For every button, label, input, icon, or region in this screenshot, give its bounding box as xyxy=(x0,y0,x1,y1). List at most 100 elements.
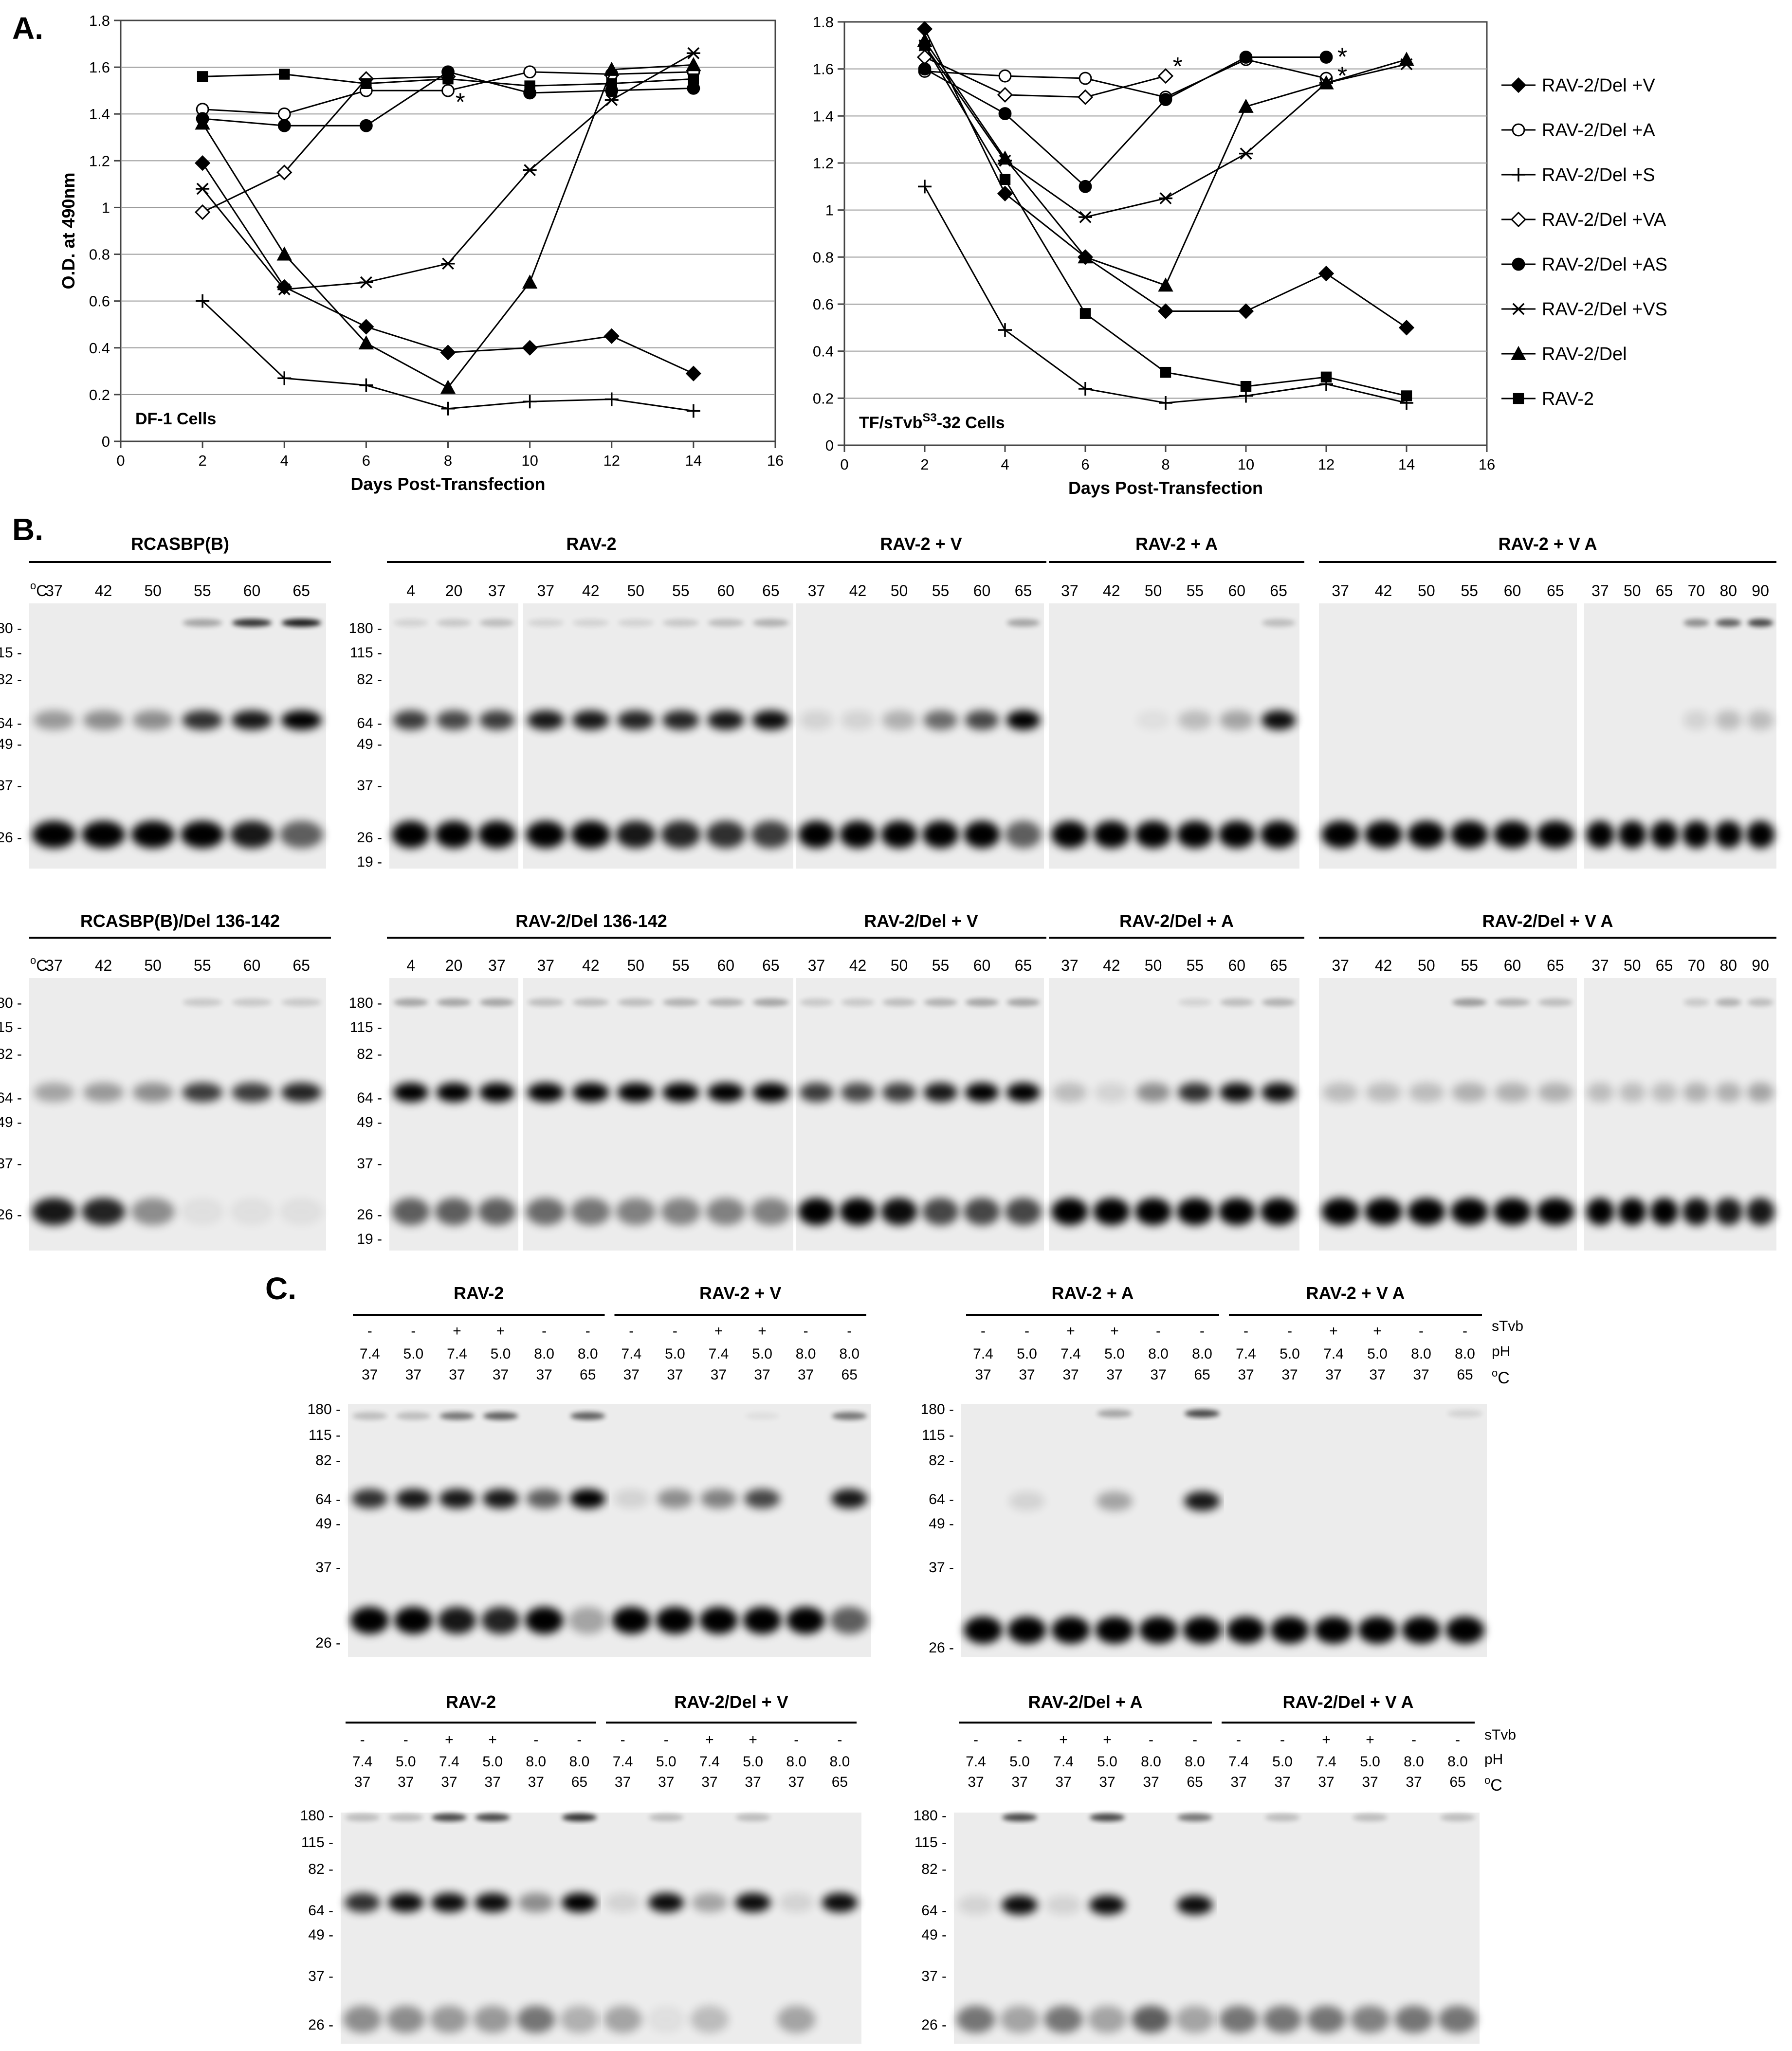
band-high xyxy=(618,998,654,1006)
band-high xyxy=(393,998,428,1006)
lane-label: 37 xyxy=(808,582,825,599)
blot-group-title: RCASBP(B) xyxy=(131,534,229,554)
band-26kda xyxy=(1219,2006,1258,2033)
mw-marker: 37 - xyxy=(357,1156,382,1172)
blot-group: RAV-2 + V A 37 42 50 55 60 65 37 50 65 70 80 90 xyxy=(1319,534,1776,869)
degree-symbol: o xyxy=(30,954,36,966)
band-64kda xyxy=(735,1893,771,1912)
data-point xyxy=(358,335,374,350)
data-point xyxy=(918,62,932,76)
legend-marker xyxy=(1510,77,1527,93)
band-26kda xyxy=(1176,821,1214,848)
band-26kda xyxy=(706,1198,746,1225)
band-26kda xyxy=(751,821,791,848)
band-64kda xyxy=(518,1893,554,1912)
band-64kda xyxy=(1322,1083,1358,1102)
blot-group-title: RAV-2/Del + V xyxy=(864,911,978,931)
band-26kda xyxy=(1139,1616,1178,1644)
band-high xyxy=(1097,1410,1132,1417)
lane-ph: 8.0 xyxy=(1404,1754,1424,1770)
mw-marker: 82 - xyxy=(0,672,22,688)
gel-image xyxy=(609,1404,871,1657)
data-point xyxy=(1399,52,1414,66)
data-point xyxy=(522,340,538,356)
lane-label: 42 xyxy=(582,582,600,599)
data-point xyxy=(440,380,456,394)
legend-item: RAV-2/Del +S xyxy=(1542,165,1655,185)
blot-group-title: RAV-2 + A xyxy=(1051,1283,1134,1303)
gel-image xyxy=(1217,1813,1480,2044)
panel-a: 00.20.40.60.811.21.41.61.80 2 4 6 8 10 12 14 16D… xyxy=(58,12,1667,498)
lane-temp: 37 xyxy=(449,1367,465,1383)
lane-label: 60 xyxy=(1504,957,1521,974)
band-high xyxy=(924,998,957,1006)
lane-ph: 8.0 xyxy=(569,1754,590,1770)
x-tick-label: 6 xyxy=(362,452,370,469)
panel-letter-b: B. xyxy=(12,512,43,547)
lane-stvb: + xyxy=(1103,1732,1112,1748)
band-high xyxy=(1090,1814,1125,1821)
data-point xyxy=(998,323,1012,337)
band-26kda xyxy=(560,2006,599,2033)
lane-stvb: + xyxy=(1322,1732,1331,1748)
band-high xyxy=(882,998,916,1006)
blot-group: RAV-2 4 20 37 37 42 50 55 60 65 xyxy=(387,534,796,869)
band-64kda xyxy=(841,710,875,730)
lane-label: 37 xyxy=(808,957,825,974)
band-64kda xyxy=(613,1489,650,1508)
band-64kda xyxy=(182,710,223,730)
band-26kda xyxy=(1005,821,1042,848)
band-64kda xyxy=(388,1893,424,1912)
band-64kda xyxy=(799,710,834,730)
lane-ph: 7.4 xyxy=(699,1754,720,1770)
gel-image xyxy=(954,1813,1217,2044)
band-high xyxy=(800,998,833,1006)
lane-stvb: + xyxy=(488,1732,497,1748)
lane-label: 55 xyxy=(932,957,950,974)
mw-marker: 49 - xyxy=(308,1927,333,1943)
band-64kda xyxy=(1715,1083,1742,1102)
band-64kda xyxy=(431,1893,467,1912)
lane-label: 55 xyxy=(932,582,950,599)
x-tick-label: 10 xyxy=(521,452,538,469)
band-26kda xyxy=(477,821,516,848)
y-tick-label: 0.8 xyxy=(89,246,110,263)
mw-marker: 26 - xyxy=(357,830,382,846)
data-point xyxy=(1079,308,1091,319)
band-26kda xyxy=(1270,1616,1309,1644)
gel-background xyxy=(341,1813,601,2044)
band-64kda xyxy=(617,1083,655,1102)
data-point xyxy=(998,69,1012,83)
gel-background xyxy=(609,1404,871,1657)
lane-stvb: + xyxy=(1059,1732,1068,1748)
data-point xyxy=(1320,371,1332,383)
lane-temp: 37 xyxy=(968,1774,984,1790)
band-64kda xyxy=(1136,1083,1170,1102)
band-26kda xyxy=(32,821,76,848)
band-26kda xyxy=(1450,1198,1489,1225)
lane-ph: 7.4 xyxy=(621,1346,641,1362)
gel-image xyxy=(796,603,1044,869)
lane-temp: 65 xyxy=(580,1367,596,1383)
band-high xyxy=(232,998,272,1006)
mw-marker: 64 - xyxy=(315,1491,341,1507)
lane-label: 37 xyxy=(1591,957,1609,974)
gel-image xyxy=(1049,978,1299,1251)
band-26kda xyxy=(647,2006,685,2033)
band-26kda xyxy=(1218,821,1256,848)
lane-temp: 37 xyxy=(405,1367,421,1383)
band-64kda xyxy=(799,1083,834,1102)
mw-marker: 82 - xyxy=(357,1046,382,1062)
panel-letter-a: A. xyxy=(12,11,43,46)
band-high xyxy=(708,998,744,1006)
band-26kda xyxy=(743,1607,782,1634)
band-64kda xyxy=(561,1893,597,1912)
lane-ph: 8.0 xyxy=(796,1346,816,1362)
band-64kda xyxy=(1136,710,1170,730)
lane-temp: 37 xyxy=(798,1367,814,1383)
lane-temp: 37 xyxy=(1011,1774,1027,1790)
data-point xyxy=(1160,366,1171,378)
lane-stvb: - xyxy=(403,1732,408,1748)
y-tick-label: 0 xyxy=(102,433,110,450)
x-tick-label: 14 xyxy=(1398,456,1415,473)
